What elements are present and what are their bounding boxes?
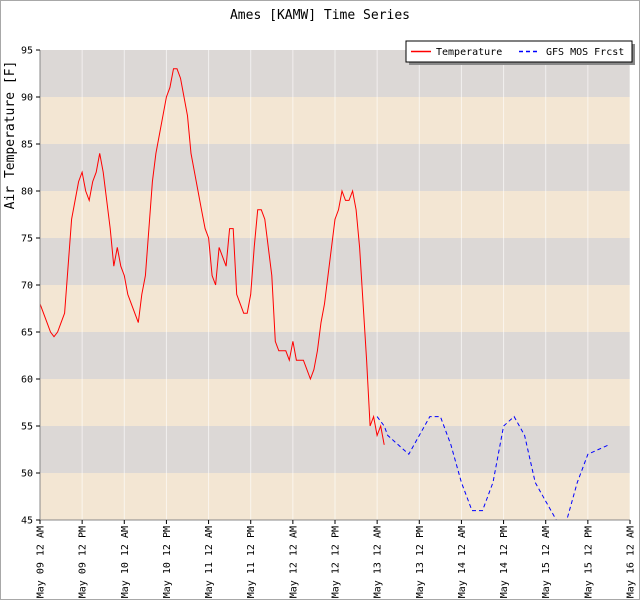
x-tick-label: May 14 12 AM [457,526,468,598]
y-tick-label: 65 [21,328,33,339]
x-tick-label: May 09 12 AM [36,526,47,598]
y-tick-label: 55 [21,422,33,433]
x-tick-label: May 15 12 AM [541,526,552,598]
x-tick-label: May 13 12 AM [373,526,384,598]
y-tick-label: 50 [21,469,33,480]
x-tick-label: May 12 12 AM [288,526,299,598]
x-tick-label: May 12 12 PM [331,526,342,598]
y-tick-label: 90 [21,93,33,104]
x-axis-ticks: May 09 12 AM May 09 12 PM May 10 12 AM May … [36,520,637,598]
y-tick-label: 95 [21,46,33,57]
y-tick-label: 45 [21,516,33,527]
series-line-temperature [39,68,385,445]
x-tick-label: May 09 12 PM [78,526,89,598]
y-tick-label: 75 [21,234,33,245]
series-line-gfs-mos-frcst [376,415,610,521]
x-tick-label: May 11 12 AM [204,526,215,598]
y-tick-label: 85 [21,140,33,151]
x-tick-label: May 10 12 AM [120,526,131,598]
series-layer [39,68,610,521]
y-axis-ticks: 45 50 55 60 65 70 75 80 85 90 95 [21,46,40,527]
legend-label-gfs-mos-frcst: GFS MOS Frcst [546,47,624,58]
x-tick-label: May 16 12 AM [626,526,637,598]
legend: Temperature GFS MOS Frcst [405,40,635,65]
x-tick-label: May 14 12 PM [499,526,510,598]
x-tick-label: May 11 12 PM [246,526,257,598]
vertical-gridlines [39,50,631,520]
legend-label-temperature: Temperature [436,47,502,58]
x-tick-label: May 13 12 PM [415,526,426,598]
x-tick-label: May 15 12 PM [583,526,594,598]
x-tick-label: May 10 12 PM [162,526,173,598]
y-axis-label: Air Temperature [F] [3,61,18,210]
y-tick-label: 60 [21,375,33,386]
y-tick-label: 70 [21,281,33,292]
chart-title: Ames [KAMW] Time Series [230,8,410,23]
y-tick-label: 80 [21,187,33,198]
